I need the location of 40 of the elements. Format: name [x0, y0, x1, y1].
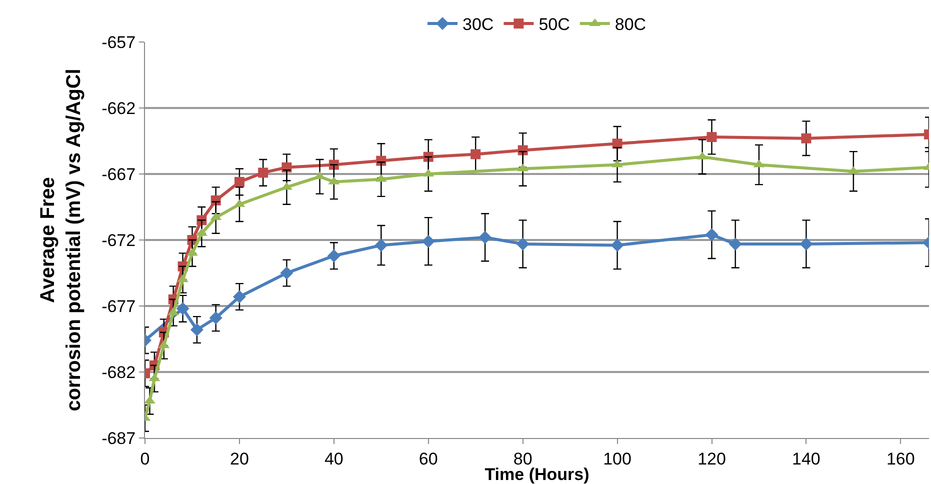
y-tick-label: -662 [102, 98, 136, 118]
point [801, 133, 812, 144]
point [190, 323, 204, 336]
y-tick-label: -672 [102, 230, 136, 250]
point [145, 396, 156, 404]
y-tick-label: -677 [102, 296, 136, 316]
y-tick-label: -657 [102, 32, 136, 52]
x-tick-label: 120 [698, 449, 726, 468]
y-tick-label: -687 [102, 428, 136, 448]
point [705, 228, 718, 242]
point [800, 237, 813, 250]
point [728, 237, 742, 250]
point [706, 132, 717, 142]
x-tick-label: 20 [230, 449, 249, 468]
point [610, 238, 624, 252]
point [478, 230, 492, 244]
point [327, 249, 340, 262]
point [232, 290, 246, 304]
point [280, 266, 294, 280]
x-tick-label: 160 [886, 449, 915, 468]
point [209, 311, 222, 324]
point [176, 302, 190, 316]
y-axis-title: Average Free corrosion potential (mV) vs Ag/AgCl [37, 68, 86, 412]
y-tick-label: -682 [102, 362, 136, 382]
x-tick-label: 0 [140, 449, 150, 468]
point [258, 168, 268, 178]
point [234, 176, 244, 187]
point [374, 238, 388, 252]
x-tick-label: 100 [603, 449, 632, 468]
y-tick-label: -667 [102, 164, 136, 184]
x-tick-label: 140 [792, 449, 820, 468]
point [422, 234, 435, 248]
point [612, 138, 622, 149]
legend-label: 50C [538, 15, 570, 34]
point [470, 149, 481, 160]
legend-label: 30C [462, 15, 494, 34]
x-tick-label: 40 [324, 449, 344, 468]
point [516, 237, 530, 250]
legend-label: 80C [614, 15, 646, 34]
x-tick-label: 60 [418, 449, 438, 468]
